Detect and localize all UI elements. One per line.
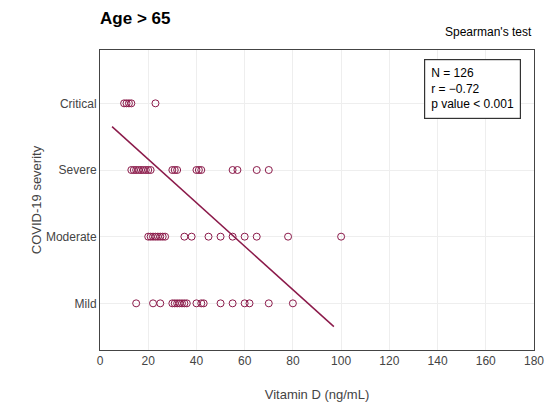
svg-text:80: 80 [286,354,300,368]
svg-text:60: 60 [238,354,252,368]
svg-text:Severe: Severe [59,163,97,177]
svg-text:140: 140 [428,354,448,368]
svg-text:Age > 65: Age > 65 [100,9,170,28]
svg-text:0: 0 [97,354,104,368]
svg-text:20: 20 [142,354,156,368]
svg-text:Critical: Critical [60,97,97,111]
svg-text:180: 180 [524,354,544,368]
svg-text:Spearman's test: Spearman's test [445,25,532,39]
svg-text:100: 100 [331,354,351,368]
svg-text:40: 40 [190,354,204,368]
svg-text:Moderate: Moderate [46,230,97,244]
svg-text:160: 160 [476,354,496,368]
svg-text:120: 120 [379,354,399,368]
svg-text:COVID-19 severity: COVID-19 severity [29,145,44,254]
svg-text:Mild: Mild [75,297,97,311]
svg-text:N = 126r = −0.72p value < 0.00: N = 126r = −0.72p value < 0.001 [431,66,514,111]
svg-text:Vitamin D (ng/mL): Vitamin D (ng/mL) [265,387,370,402]
